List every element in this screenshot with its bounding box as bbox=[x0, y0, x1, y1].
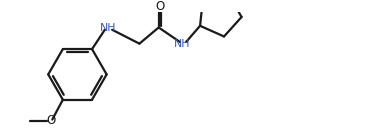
Text: NH: NH bbox=[100, 23, 117, 33]
Text: O: O bbox=[46, 114, 55, 127]
Text: O: O bbox=[155, 0, 165, 13]
Text: NH: NH bbox=[174, 39, 190, 49]
